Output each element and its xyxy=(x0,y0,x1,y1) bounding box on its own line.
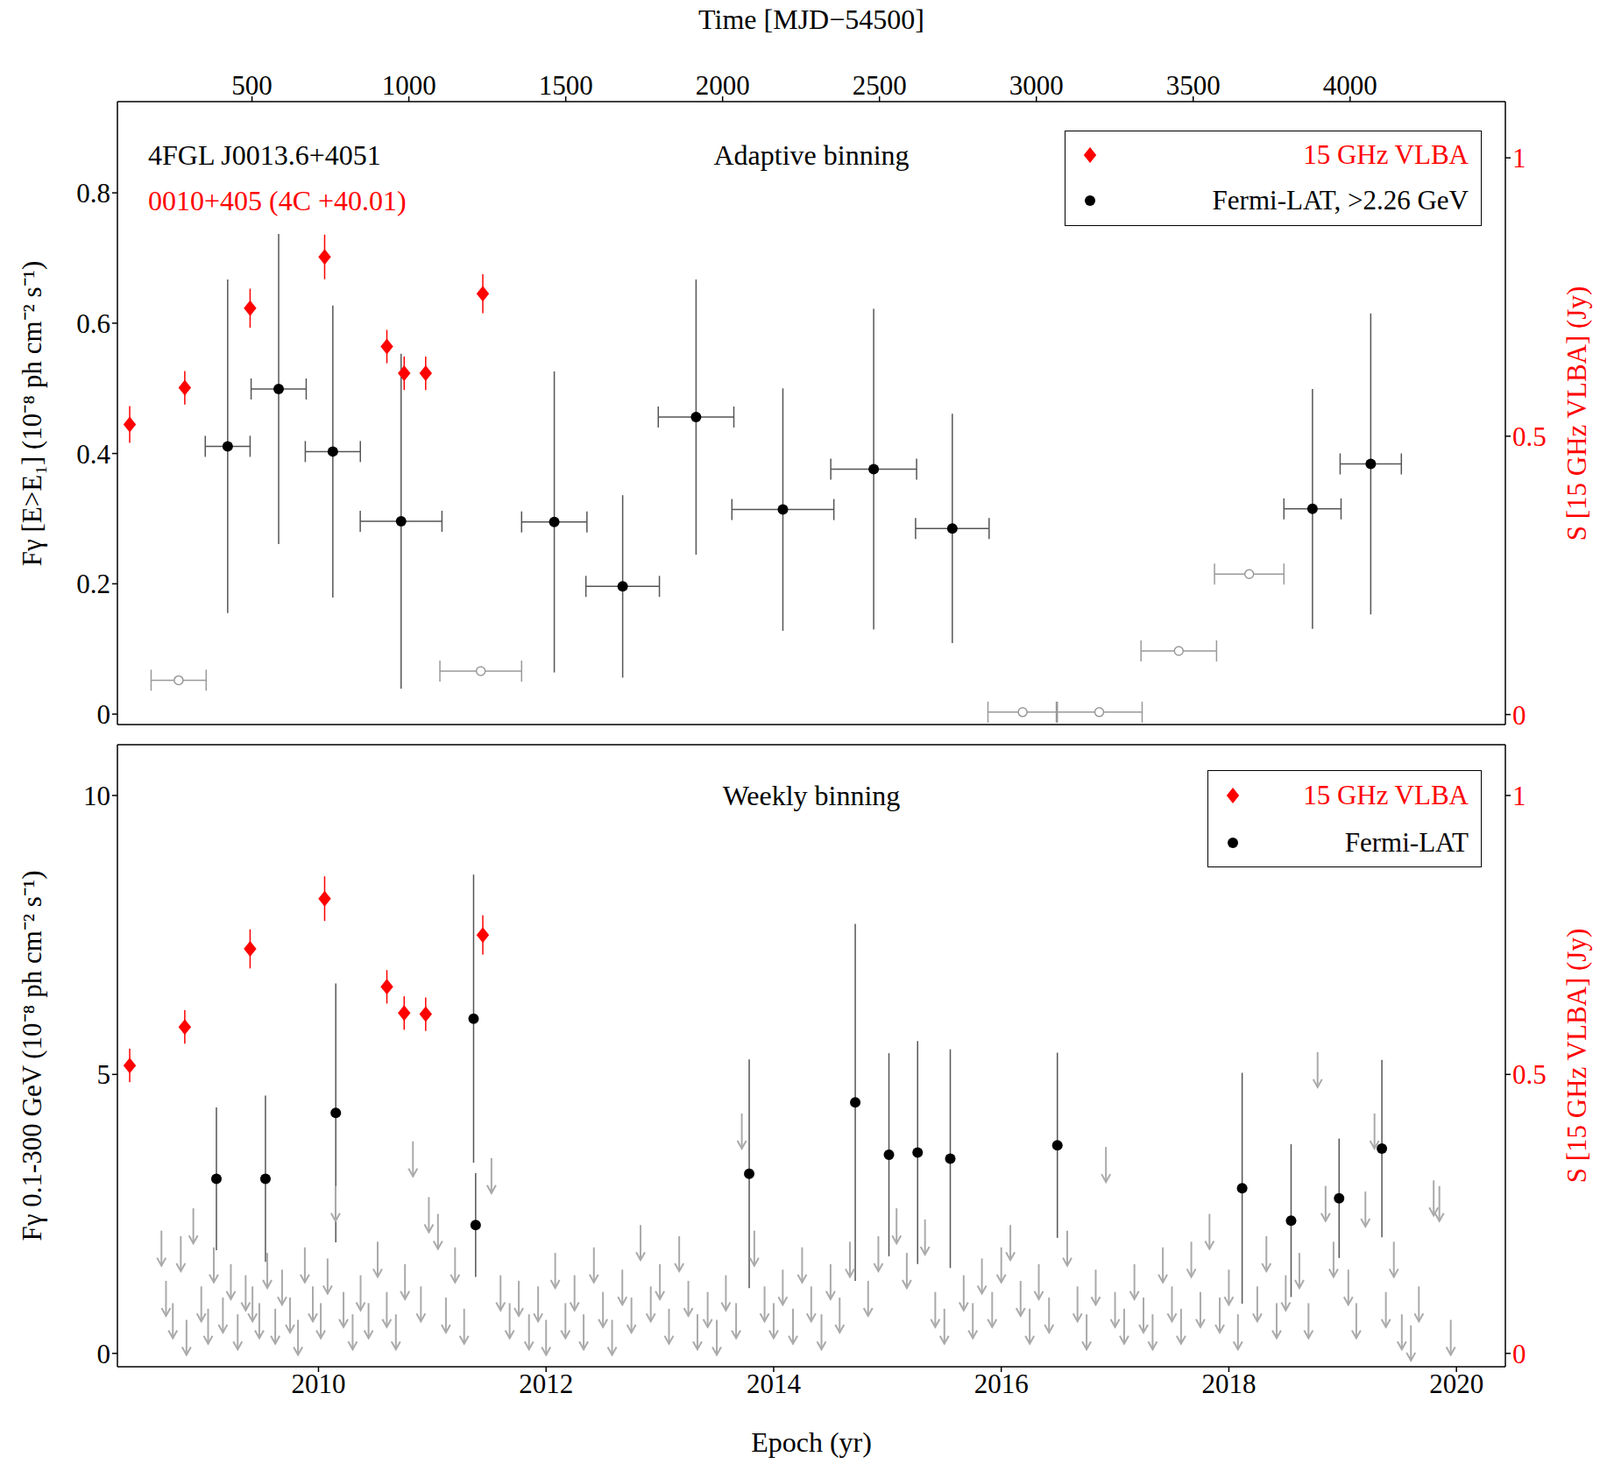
svg-text:2020: 2020 xyxy=(1429,1368,1484,1400)
html-text:Fγ 0.1-300 GeV (10⁻⁸ ph cm⁻² s: Fγ 0.1-300 GeV (10⁻⁸ ph cm⁻² s⁻¹) xyxy=(16,870,48,1242)
html-text:Fγ [E>E₁] (10⁻⁸ ph cm⁻² s⁻¹): Fγ [E>E₁] (10⁻⁸ ph cm⁻² s⁻¹) xyxy=(16,260,48,566)
svg-text:3000: 3000 xyxy=(1009,70,1064,101)
svg-text:4000: 4000 xyxy=(1323,70,1378,101)
html-text:Fermi-LAT: Fermi-LAT xyxy=(1344,827,1469,858)
html-text:Epoch (yr): Epoch (yr) xyxy=(751,1426,872,1458)
svg-text:2016: 2016 xyxy=(974,1368,1029,1400)
svg-text:1500: 1500 xyxy=(538,70,594,101)
svg-text:2018: 2018 xyxy=(1201,1368,1256,1400)
svg-text:0.5: 0.5 xyxy=(1512,421,1547,453)
svg-text:5: 5 xyxy=(97,1059,112,1091)
svg-text:0.2: 0.2 xyxy=(76,568,111,600)
svg-text:3500: 3500 xyxy=(1166,70,1221,101)
svg-text:0: 0 xyxy=(97,1338,112,1370)
html-text:0010+405 (4C +40.01): 0010+405 (4C +40.01) xyxy=(148,184,407,216)
svg-text:0.5: 0.5 xyxy=(1512,1059,1547,1091)
html-text:Weekly binning: Weekly binning xyxy=(722,779,901,811)
html-text:15 GHz VLBA: 15 GHz VLBA xyxy=(1303,139,1469,170)
svg-text:1000: 1000 xyxy=(382,70,437,101)
svg-text:0: 0 xyxy=(1512,700,1527,731)
html-text:Fermi-LAT, >2.26 GeV: Fermi-LAT, >2.26 GeV xyxy=(1212,184,1469,216)
svg-text:2014: 2014 xyxy=(746,1368,802,1400)
html-text:15 GHz VLBA: 15 GHz VLBA xyxy=(1303,779,1469,811)
html-text:4FGL J0013.6+4051: 4FGL J0013.6+4051 xyxy=(148,138,381,171)
html-text:S [15 GHz VLBA] (Jy): S [15 GHz VLBA] (Jy) xyxy=(1561,285,1593,541)
svg-text:1: 1 xyxy=(1512,780,1527,812)
svg-text:0: 0 xyxy=(97,699,112,730)
html-text:Time [MJD−54500]: Time [MJD−54500] xyxy=(698,3,925,35)
svg-text:0.6: 0.6 xyxy=(76,308,111,340)
svg-text:2012: 2012 xyxy=(518,1368,574,1400)
svg-text:2010: 2010 xyxy=(290,1368,346,1400)
svg-text:1: 1 xyxy=(1512,142,1527,174)
svg-text:0.4: 0.4 xyxy=(76,438,111,470)
svg-text:10: 10 xyxy=(83,780,111,812)
html-text:Adaptive binning: Adaptive binning xyxy=(713,138,910,171)
svg-text:500: 500 xyxy=(231,70,273,101)
svg-text:2500: 2500 xyxy=(852,70,907,101)
svg-text:2000: 2000 xyxy=(695,70,751,101)
svg-text:0: 0 xyxy=(1512,1338,1527,1370)
html-text:S [15 GHz VLBA] (Jy): S [15 GHz VLBA] (Jy) xyxy=(1561,928,1593,1184)
svg-text:0.8: 0.8 xyxy=(76,177,111,209)
